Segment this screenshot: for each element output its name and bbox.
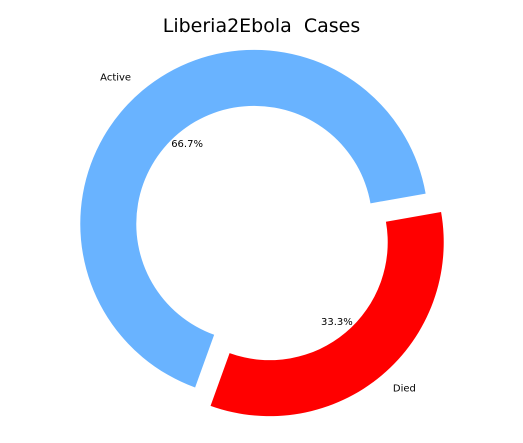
slice-percent-died: 33.3%: [321, 317, 353, 328]
slice-died: [210, 211, 444, 417]
slice-percent-active: 66.7%: [171, 139, 203, 150]
slice-active: [80, 49, 426, 388]
slice-label-active: Active: [100, 72, 131, 83]
chart-title: Liberia2Ebola Cases: [162, 15, 361, 37]
slice-label-died: Died: [393, 384, 416, 395]
